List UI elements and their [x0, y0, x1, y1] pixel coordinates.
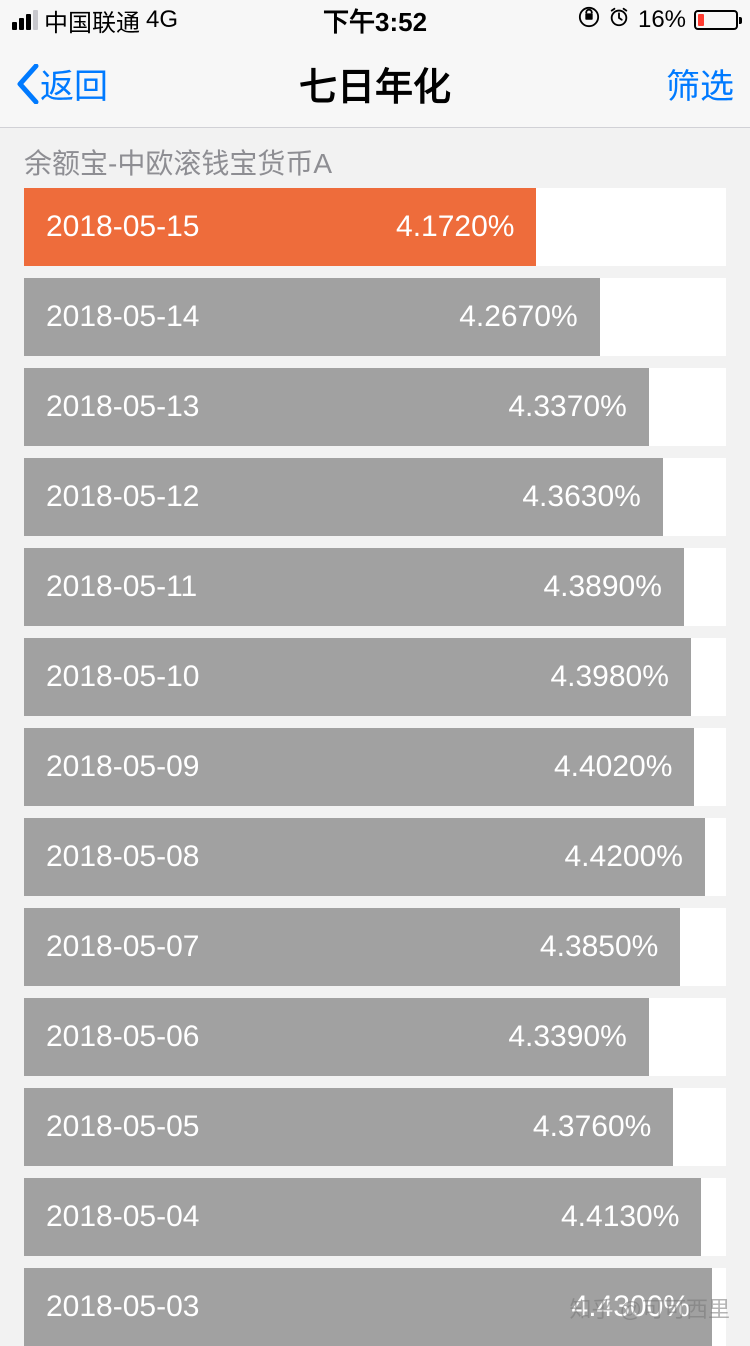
rate-bar: 2018-05-11 4.3890% [24, 548, 684, 626]
row-date: 2018-05-13 [46, 390, 199, 424]
rate-row[interactable]: 2018-05-04 4.4130% [24, 1178, 726, 1256]
rate-row[interactable]: 2018-05-11 4.3890% [24, 548, 726, 626]
fund-name: 余额宝-中欧滚钱宝货币A [0, 128, 750, 188]
row-rate: 4.1720% [396, 210, 514, 244]
rate-bar: 2018-05-13 4.3370% [24, 368, 649, 446]
rate-row[interactable]: 2018-05-15 4.1720% [24, 188, 726, 266]
status-time: 下午3:52 [323, 2, 427, 39]
rate-bar: 2018-05-08 4.4200% [24, 818, 705, 896]
rate-bar: 2018-05-07 4.3850% [24, 908, 680, 986]
network-label: 4G [146, 6, 178, 34]
orientation-lock-icon [578, 6, 600, 35]
row-date: 2018-05-15 [46, 210, 199, 244]
rate-bar: 2018-05-05 4.3760% [24, 1088, 673, 1166]
battery-pct: 16% [638, 6, 686, 34]
row-rate: 4.3850% [540, 930, 658, 964]
row-rate: 4.4020% [554, 750, 672, 784]
row-rate: 4.2670% [459, 300, 577, 334]
rate-bar: 2018-05-15 4.1720% [24, 188, 536, 266]
row-rate: 4.3760% [533, 1110, 651, 1144]
row-date: 2018-05-04 [46, 1200, 199, 1234]
rate-bar: 2018-05-12 4.3630% [24, 458, 663, 536]
row-date: 2018-05-09 [46, 750, 199, 784]
rate-row[interactable]: 2018-05-06 4.3390% [24, 998, 726, 1076]
row-rate: 4.4200% [565, 840, 683, 874]
rate-bar: 2018-05-03 4.4300% [24, 1268, 712, 1346]
row-date: 2018-05-03 [46, 1290, 199, 1324]
rate-list[interactable]: 2018-05-154.1720%2018-05-144.2670%2018-0… [0, 188, 750, 1346]
rate-row[interactable]: 2018-05-09 4.4020% [24, 728, 726, 806]
row-date: 2018-05-07 [46, 930, 199, 964]
rate-row[interactable]: 2018-05-03 4.4300% [24, 1268, 726, 1346]
row-date: 2018-05-05 [46, 1110, 199, 1144]
rate-bar: 2018-05-09 4.4020% [24, 728, 694, 806]
row-rate: 4.3980% [550, 660, 668, 694]
battery-icon [694, 10, 738, 30]
back-label: 返回 [40, 59, 108, 108]
signal-strength-icon [12, 10, 38, 30]
carrier-label: 中国联通 [44, 3, 140, 38]
status-bar: 中国联通 4G 下午3:52 16% [0, 0, 750, 40]
status-left: 中国联通 4G [12, 3, 323, 38]
row-rate: 4.3390% [508, 1020, 626, 1054]
rate-row[interactable]: 2018-05-07 4.3850% [24, 908, 726, 986]
row-rate: 4.3370% [508, 390, 626, 424]
page-title: 七日年化 [299, 56, 451, 111]
alarm-icon [608, 6, 630, 35]
rate-row[interactable]: 2018-05-08 4.4200% [24, 818, 726, 896]
rate-row[interactable]: 2018-05-13 4.3370% [24, 368, 726, 446]
filter-button[interactable]: 筛选 [451, 59, 734, 108]
row-rate: 4.4300% [572, 1290, 690, 1324]
rate-bar: 2018-05-04 4.4130% [24, 1178, 701, 1256]
nav-bar: 返回 七日年化 筛选 [0, 40, 750, 128]
row-date: 2018-05-14 [46, 300, 199, 334]
row-date: 2018-05-10 [46, 660, 199, 694]
rate-row[interactable]: 2018-05-12 4.3630% [24, 458, 726, 536]
back-button[interactable]: 返回 [16, 59, 299, 108]
rate-bar: 2018-05-06 4.3390% [24, 998, 649, 1076]
row-date: 2018-05-11 [46, 570, 197, 604]
rate-row[interactable]: 2018-05-05 4.3760% [24, 1088, 726, 1166]
rate-bar: 2018-05-14 4.2670% [24, 278, 600, 356]
rate-row[interactable]: 2018-05-10 4.3980% [24, 638, 726, 716]
row-rate: 4.3630% [522, 480, 640, 514]
rate-row[interactable]: 2018-05-14 4.2670% [24, 278, 726, 356]
status-right: 16% [427, 6, 738, 35]
row-date: 2018-05-08 [46, 840, 199, 874]
row-date: 2018-05-06 [46, 1020, 199, 1054]
row-rate: 4.4130% [561, 1200, 679, 1234]
chevron-left-icon [16, 64, 40, 104]
row-date: 2018-05-12 [46, 480, 199, 514]
row-rate: 4.3890% [543, 570, 661, 604]
rate-bar: 2018-05-10 4.3980% [24, 638, 691, 716]
